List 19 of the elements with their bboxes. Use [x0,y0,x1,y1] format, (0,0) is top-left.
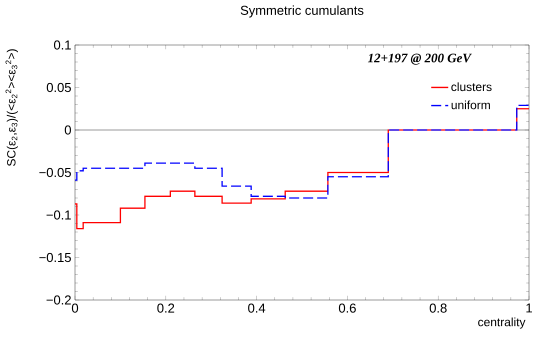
legend-label: uniform [452,100,490,110]
y-tick-label: 0.1 [54,40,71,50]
y-tick-label: −0.1 [46,210,71,220]
y-tick-label: −0.05 [39,168,71,178]
x-axis-title: centrality [478,318,526,329]
text: SC(ε$_{2}$,ε$_{3}$)/(<ε$_{2}$$^{2}$><ε$_{3}$$^{2}$>) [6,49,18,166]
legend-label: clusters [451,82,492,92]
x-tick-label: 0.2 [157,304,174,313]
x-tick-label: 0.4 [248,304,266,313]
y-tick-label: 0.05 [46,82,71,92]
annotation: 12+197 @ 200 GeV [368,54,472,65]
chart-title: Symmetric cumulants [240,5,364,18]
x-tick-label: 0.6 [338,304,356,313]
x-tick-label: 0 [72,304,78,313]
y-tick-label: 0 [64,125,71,135]
y-tick-label: −0.2 [46,295,71,305]
x-tick-label: 0.8 [430,304,447,313]
x-tick-label: 1 [526,304,532,312]
y-tick-label: −0.15 [39,252,71,262]
